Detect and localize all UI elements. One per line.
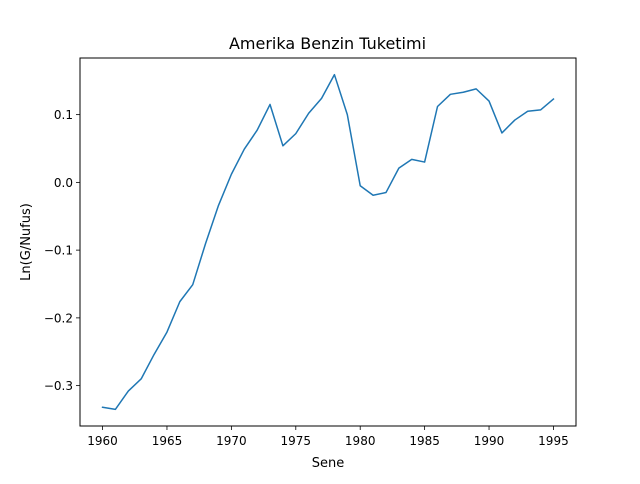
x-axis-label: Sene bbox=[312, 456, 345, 471]
plot-area bbox=[101, 73, 555, 411]
x-tick-label: 1960 bbox=[87, 434, 118, 448]
y-tick-label: −0.3 bbox=[44, 379, 73, 393]
y-tick-label: 0.0 bbox=[54, 176, 73, 190]
x-tick-label: 1965 bbox=[152, 434, 183, 448]
y-axis: 0.1 0.0 −0.1 −0.2 −0.3 bbox=[44, 108, 80, 393]
x-tick-label: 1970 bbox=[216, 434, 247, 448]
chart-title: Amerika Benzin Tuketimi bbox=[229, 34, 426, 53]
x-tick-label: 1975 bbox=[281, 434, 312, 448]
y-axis-label: Ln(G/Nufus) bbox=[19, 203, 34, 281]
plot-frame bbox=[79, 57, 577, 427]
x-tick-label: 1985 bbox=[409, 434, 440, 448]
x-tick-label: 1980 bbox=[345, 434, 376, 448]
series-line-0 bbox=[101, 73, 555, 411]
y-tick-label: 0.1 bbox=[54, 108, 73, 122]
y-tick-label: −0.1 bbox=[44, 244, 73, 258]
x-tick-label: 1990 bbox=[474, 434, 505, 448]
x-tick-label: 1995 bbox=[538, 434, 569, 448]
y-tick-label: −0.2 bbox=[44, 311, 73, 325]
x-axis: 1960 1965 1970 1975 1980 1985 1990 1995 bbox=[87, 426, 569, 448]
